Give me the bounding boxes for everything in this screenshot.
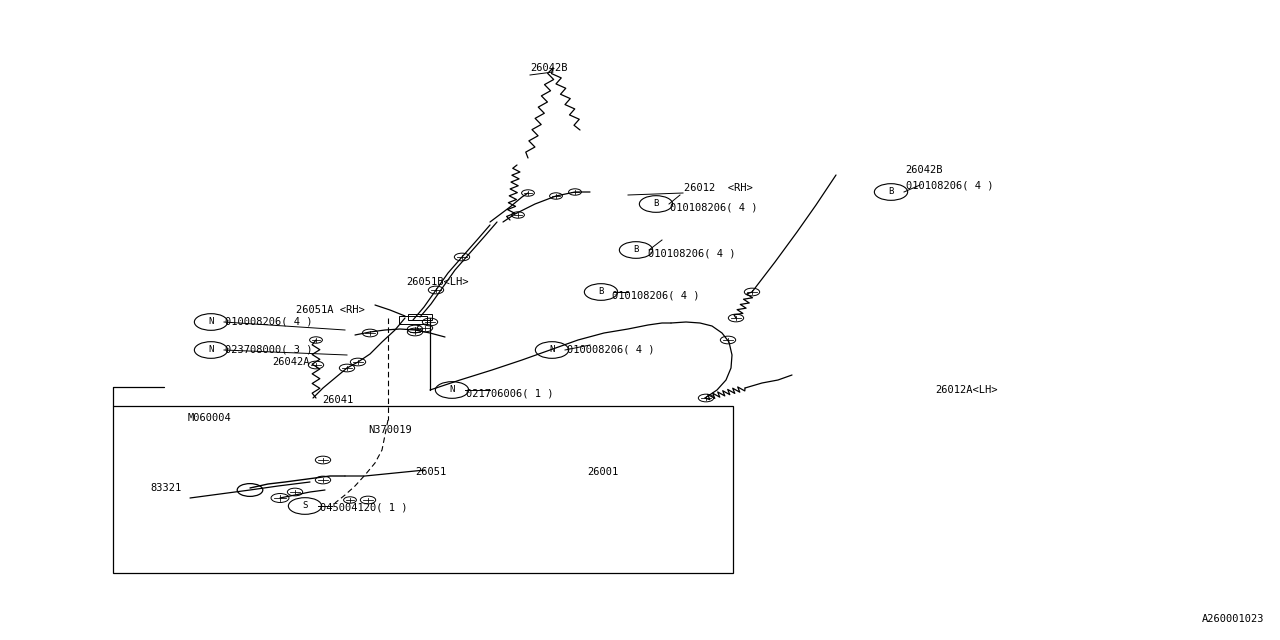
Bar	[113, 406, 733, 573]
Text: 26001: 26001	[588, 467, 618, 477]
Text: N: N	[209, 317, 214, 326]
Text: 010108206( 4 ): 010108206( 4 )	[612, 291, 699, 301]
Text: 83321: 83321	[150, 483, 182, 493]
Text: N370019: N370019	[369, 425, 412, 435]
Text: 26012A<LH>: 26012A<LH>	[934, 385, 997, 395]
Text: 26051B<LH>: 26051B<LH>	[406, 277, 468, 287]
Text: 26051A <RH>: 26051A <RH>	[296, 305, 365, 315]
Text: 010108206( 4 ): 010108206( 4 )	[906, 181, 993, 191]
Text: N: N	[549, 346, 554, 355]
Text: 021706006( 1 ): 021706006( 1 )	[466, 389, 553, 399]
Bar	[399, 316, 428, 324]
Text: B: B	[888, 188, 893, 196]
Text: 26042B: 26042B	[905, 165, 942, 175]
Text: 010008206( 4 ): 010008206( 4 )	[567, 345, 654, 355]
Text: 26042A: 26042A	[273, 357, 310, 367]
Text: 010108206( 4 ): 010108206( 4 )	[669, 203, 758, 213]
Text: 010108206( 4 ): 010108206( 4 )	[648, 249, 736, 259]
Bar	[408, 314, 431, 320]
Text: B: B	[598, 287, 604, 296]
Text: 26012  <RH>: 26012 <RH>	[684, 183, 753, 193]
Text: 26051: 26051	[415, 467, 447, 477]
Text: A260001023: A260001023	[1202, 614, 1265, 624]
Text: 26042B: 26042B	[530, 63, 567, 73]
Text: 023708000( 3 ): 023708000( 3 )	[225, 345, 312, 355]
Text: S: S	[302, 502, 307, 511]
Text: B: B	[653, 200, 659, 209]
Text: 010008206( 4 ): 010008206( 4 )	[225, 317, 312, 327]
Text: 045004120( 1 ): 045004120( 1 )	[320, 503, 407, 513]
Text: N: N	[449, 385, 454, 394]
Text: N: N	[209, 346, 214, 355]
Text: B: B	[634, 246, 639, 255]
Text: 26041: 26041	[323, 395, 353, 405]
Text: M060004: M060004	[188, 413, 232, 423]
